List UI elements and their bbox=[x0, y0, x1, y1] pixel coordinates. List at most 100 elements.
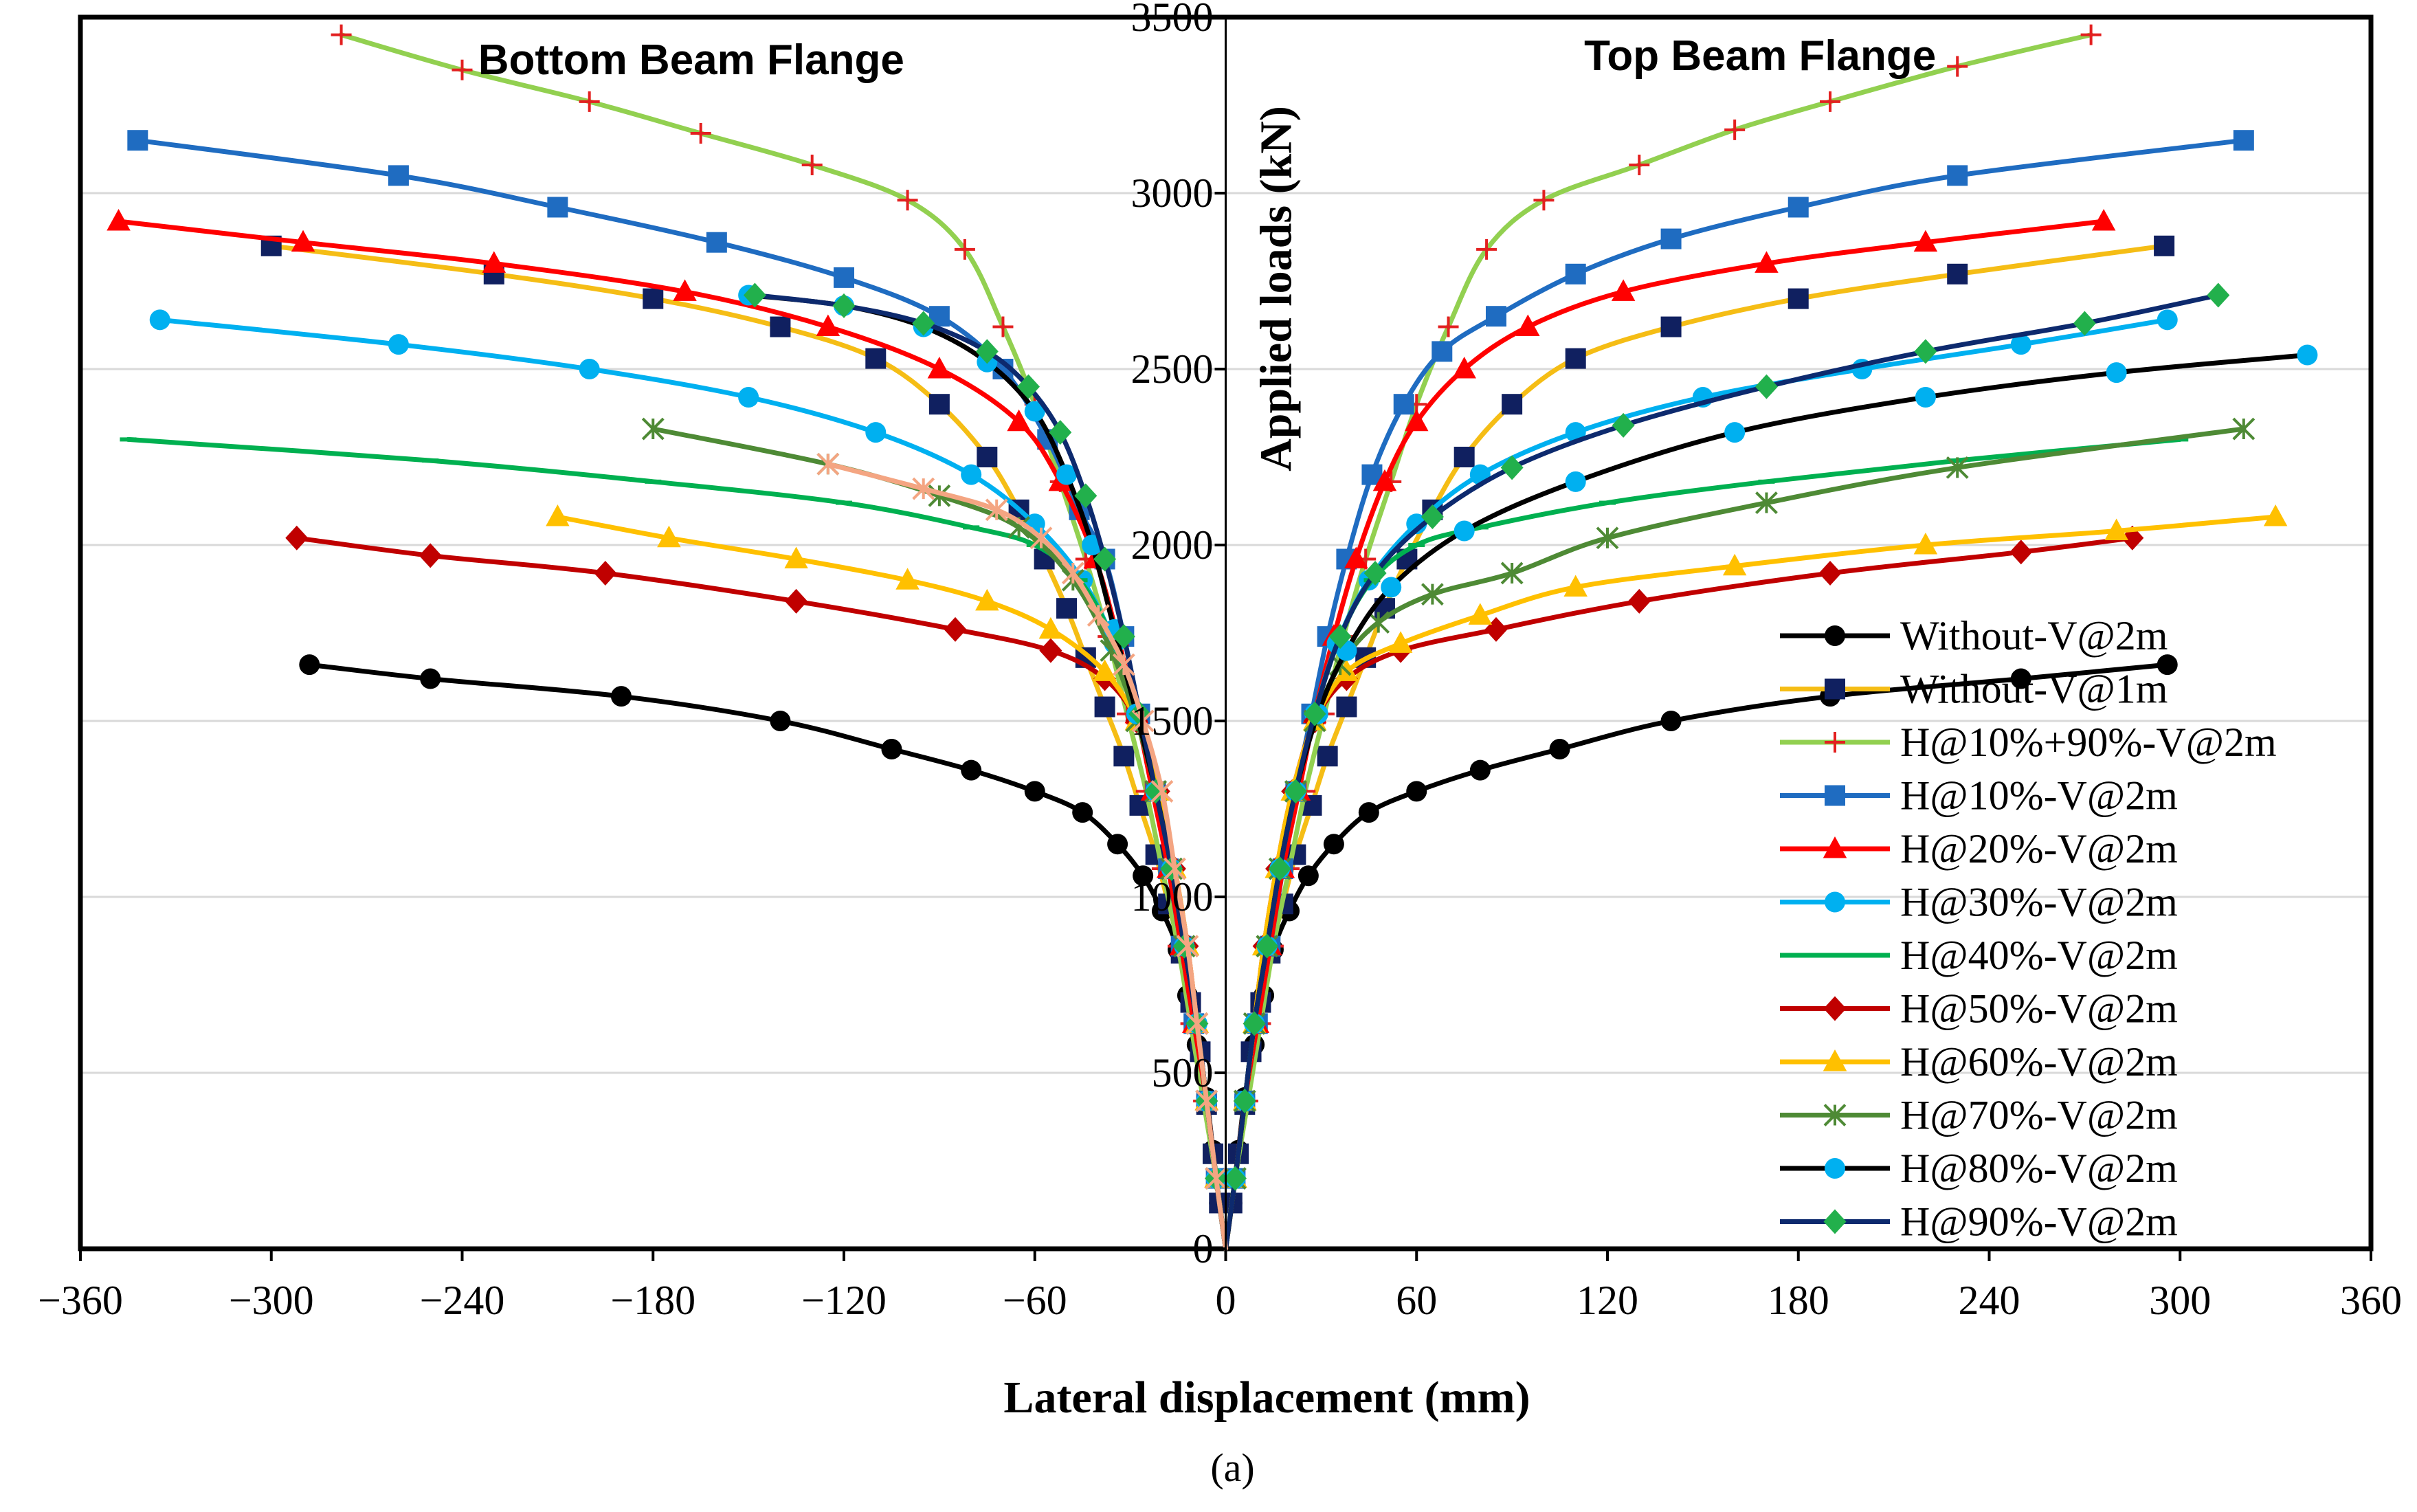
data-point bbox=[2157, 654, 2178, 676]
data-point bbox=[1724, 422, 1746, 443]
data-point bbox=[1611, 279, 1636, 301]
data-point bbox=[610, 686, 632, 707]
data-point bbox=[2073, 311, 2096, 336]
data-point bbox=[1317, 746, 1338, 767]
data-point bbox=[1381, 577, 1402, 598]
data-point bbox=[420, 668, 441, 689]
data-point bbox=[673, 279, 697, 301]
data-point bbox=[743, 282, 766, 308]
data-point bbox=[1947, 56, 1968, 77]
data-point bbox=[985, 498, 1008, 522]
y-tick-label: 2500 bbox=[1131, 346, 1214, 392]
data-point bbox=[881, 738, 902, 759]
data-point bbox=[1408, 543, 1425, 547]
figure-caption: (a) bbox=[1210, 1445, 1254, 1490]
data-point bbox=[1344, 546, 1368, 568]
data-point bbox=[1438, 316, 1459, 337]
x-tick-label: −240 bbox=[420, 1278, 505, 1323]
x-tick-label: 120 bbox=[1577, 1278, 1638, 1323]
y-tick-label: 1500 bbox=[1131, 698, 1214, 744]
data-point bbox=[836, 500, 852, 505]
data-point bbox=[1297, 865, 1319, 887]
data-point bbox=[1223, 1166, 1247, 1191]
data-point bbox=[107, 208, 131, 231]
data-point bbox=[1205, 1167, 1228, 1190]
data-point bbox=[1243, 1011, 1266, 1036]
legend-swatch-marker bbox=[1823, 836, 1847, 858]
data-point bbox=[1755, 374, 1778, 399]
data-point bbox=[482, 251, 506, 273]
data-point bbox=[1323, 834, 1344, 855]
data-point bbox=[1233, 1088, 1256, 1113]
data-point bbox=[1758, 479, 1775, 484]
data-point bbox=[1755, 491, 1778, 514]
data-point bbox=[1453, 447, 1475, 467]
data-point bbox=[2106, 362, 2127, 383]
data-point bbox=[1406, 513, 1427, 535]
x-tick-label: 0 bbox=[1216, 1278, 1236, 1323]
data-point bbox=[1113, 746, 1135, 767]
x-tick-label: 240 bbox=[1959, 1278, 2020, 1323]
data-point bbox=[331, 24, 352, 45]
data-point bbox=[1072, 802, 1093, 823]
data-point bbox=[912, 477, 935, 500]
x-axis-title: Lateral displacement (mm) bbox=[1003, 1372, 1530, 1423]
x-tick-label: −300 bbox=[229, 1278, 314, 1323]
data-point bbox=[1947, 165, 1968, 186]
data-point bbox=[1627, 588, 1651, 614]
data-point bbox=[594, 560, 617, 586]
data-point bbox=[992, 316, 1014, 337]
legend: Without-V@2m Without-V@1m H@10%+90%-V@2m H@… bbox=[1780, 613, 2277, 1245]
data-point bbox=[706, 232, 727, 253]
data-point bbox=[1256, 933, 1279, 959]
data-point bbox=[1024, 781, 1045, 802]
data-point bbox=[1039, 638, 1062, 663]
data-point bbox=[770, 711, 791, 731]
data-point bbox=[1476, 238, 1497, 260]
data-point bbox=[547, 197, 568, 218]
data-point bbox=[2080, 24, 2102, 45]
legend-swatch-marker bbox=[1825, 891, 1845, 913]
data-point bbox=[975, 588, 999, 611]
data-point bbox=[1549, 738, 1570, 759]
data-point bbox=[865, 348, 887, 369]
data-point bbox=[1363, 560, 1387, 586]
data-point bbox=[1195, 1089, 1218, 1113]
x-tick-label: 300 bbox=[2149, 1278, 2211, 1323]
data-point bbox=[1093, 659, 1117, 681]
legend-swatch-marker bbox=[1825, 732, 1845, 753]
y-ticks: 0 500 1000 1500 2000 2500 3000 3500 bbox=[1131, 0, 1226, 1271]
data-point bbox=[1787, 288, 1809, 309]
data-point bbox=[579, 359, 600, 379]
legend-swatch-marker bbox=[1823, 1209, 1847, 1234]
y-tick-label: 0 bbox=[1193, 1226, 1214, 1271]
x-ticks: −360 −300 −240 −180 −120 −60 0 60 120 180 240 300 36… bbox=[38, 1249, 2402, 1323]
legend-swatch-marker bbox=[1823, 1049, 1847, 1071]
data-point bbox=[1468, 603, 1493, 625]
data-point bbox=[785, 588, 808, 614]
legend-item: H@50%-V@2m bbox=[1780, 986, 2178, 1032]
data-point bbox=[1150, 779, 1174, 803]
data-point bbox=[1565, 348, 1586, 369]
legend-swatch-marker bbox=[1825, 785, 1845, 806]
data-point bbox=[963, 525, 980, 530]
data-point bbox=[1163, 857, 1186, 880]
data-point bbox=[149, 309, 170, 331]
data-point bbox=[285, 525, 309, 551]
data-point bbox=[801, 155, 823, 176]
x-tick-label: −120 bbox=[801, 1278, 887, 1323]
data-point bbox=[1471, 525, 1489, 530]
legend-swatch-marker bbox=[1823, 1104, 1847, 1126]
data-point bbox=[2009, 540, 2033, 565]
data-point bbox=[1367, 611, 1390, 634]
data-point bbox=[1565, 263, 1586, 285]
data-point bbox=[1502, 394, 1523, 415]
data-point bbox=[291, 230, 315, 252]
x-tick-label: 360 bbox=[2340, 1278, 2402, 1323]
data-point bbox=[1107, 834, 1128, 855]
legend-swatch-marker bbox=[1825, 678, 1845, 700]
data-point bbox=[1599, 500, 1616, 505]
data-point bbox=[1336, 696, 1357, 718]
legend-label: H@40%-V@2m bbox=[1900, 933, 2178, 978]
